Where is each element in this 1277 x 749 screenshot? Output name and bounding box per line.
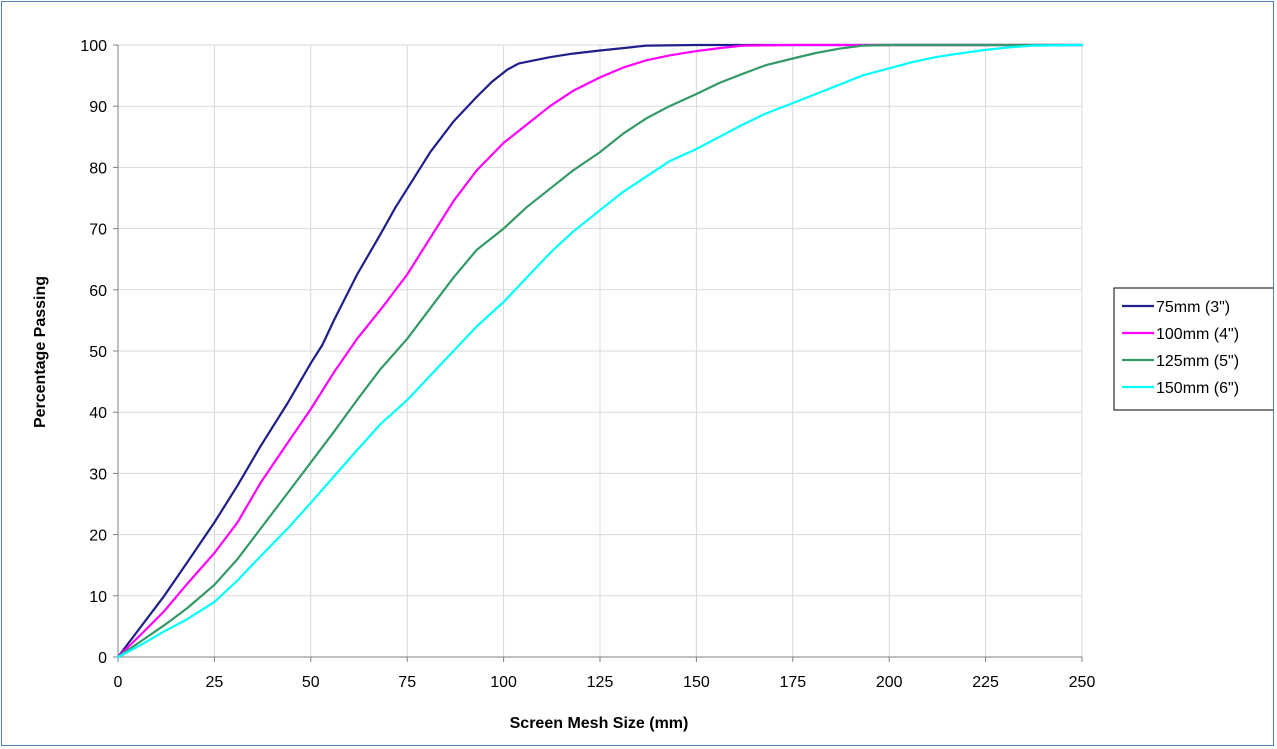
y-tick-label: 70 xyxy=(89,222,107,239)
x-tick-label: 200 xyxy=(876,674,903,691)
y-tick-label: 100 xyxy=(80,38,107,55)
y-tick-label: 0 xyxy=(98,650,107,667)
legend-box xyxy=(1113,287,1273,411)
y-tick-label: 60 xyxy=(89,283,107,300)
x-tick-label: 150 xyxy=(683,674,710,691)
grid xyxy=(118,44,1083,657)
series-lines xyxy=(116,43,1084,659)
x-tick-label: 25 xyxy=(206,674,224,691)
x-tick-label: 0 xyxy=(114,674,123,691)
tick-labels: 0 10 20 30 40 50 60 70 80 90 100 0 25 50 75 100 125 150 17… xyxy=(80,38,1095,691)
x-tick-label: 75 xyxy=(398,674,416,691)
y-tick-label: 10 xyxy=(89,589,107,606)
x-axis-title: Screen Mesh Size (mm) xyxy=(510,715,689,732)
x-tick-label: 125 xyxy=(587,674,614,691)
y-tick-label: 30 xyxy=(89,466,107,483)
legend-label: 75mm (3") xyxy=(1156,299,1230,316)
y-axis-title: Percentage Passing xyxy=(32,276,49,428)
y-tick-label: 90 xyxy=(89,99,107,116)
x-tick-label: 175 xyxy=(779,674,806,691)
legend: 75mm (3") 100mm (4") 125mm (5") 150mm (6") xyxy=(1113,287,1273,411)
x-tick-label: 100 xyxy=(490,674,517,691)
y-tick-label: 80 xyxy=(89,160,107,177)
series-line-2 xyxy=(116,43,1084,659)
series-line-3 xyxy=(116,43,1084,659)
x-tick-label: 50 xyxy=(302,674,320,691)
legend-label: 150mm (6") xyxy=(1156,380,1239,397)
axes xyxy=(113,44,1083,662)
y-tick-label: 40 xyxy=(89,405,107,422)
y-tick-label: 50 xyxy=(89,344,107,361)
legend-label: 100mm (4") xyxy=(1156,326,1239,343)
y-tick-label: 20 xyxy=(89,528,107,545)
series-line-1 xyxy=(116,43,1084,659)
x-tick-label: 225 xyxy=(972,674,999,691)
series-line-4 xyxy=(116,43,1084,659)
x-tick-label: 250 xyxy=(1069,674,1096,691)
legend-label: 125mm (5") xyxy=(1156,353,1239,370)
